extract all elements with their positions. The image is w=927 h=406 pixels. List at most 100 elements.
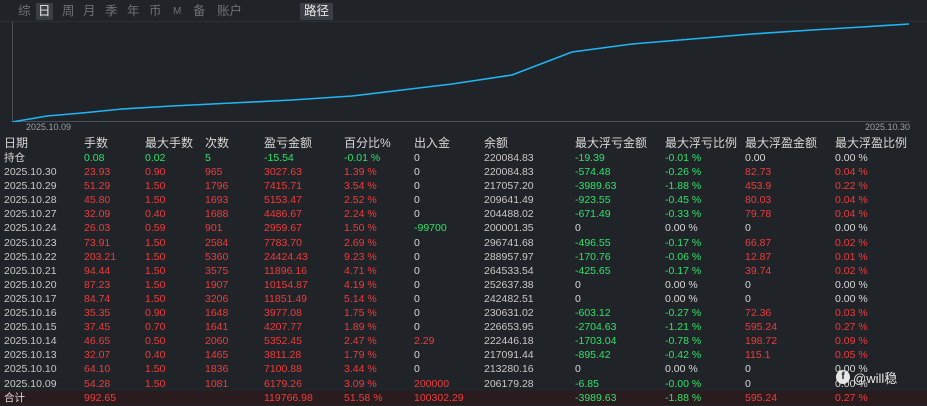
cell-io: 0 [414, 321, 420, 334]
watermark-logo-icon: f [836, 370, 850, 384]
cell-max_gain_pct: 0.00 % [835, 278, 868, 291]
cell-pnl: 11851.49 [264, 292, 308, 305]
cell-max_loss_pct: -0.27 % [665, 307, 702, 319]
cell-max_gain_pct: 0.04 % [835, 166, 868, 178]
cell-pnl: 3811.28 [264, 349, 302, 362]
cell-max_lots: 1.50 [145, 194, 166, 207]
tab-2[interactable]: 周 [62, 4, 75, 18]
cell-lots: 73.91 [84, 236, 111, 249]
total-pnl: 119766.98 [264, 392, 313, 404]
cell-max_loss: -895.42 [575, 349, 611, 362]
cell-max_lots: 1.50 [145, 278, 166, 291]
cell-max_gain: 72.36 [745, 307, 772, 319]
cell-max_lots: 1.50 [145, 292, 166, 305]
cell-max_gain: 0 [745, 292, 751, 305]
cell-max_lots: 1.50 [145, 363, 166, 376]
cell-max_gain_pct: 0.00 % [835, 222, 868, 235]
holding-pnl: -15.54 [264, 152, 294, 164]
cell-pnl: 4486.67 [264, 208, 302, 221]
total-pct: 51.58 % [344, 392, 383, 404]
cell-balance: 200001.35 [484, 222, 534, 235]
cell-pct: 4.19 % [344, 278, 377, 291]
tab-7[interactable]: M [173, 6, 182, 17]
cell-lots: 35.35 [84, 307, 111, 319]
column-header: 手数 [84, 136, 109, 150]
cell-date: 2025.10.13 [4, 349, 57, 362]
cell-count: 5360 [205, 250, 229, 263]
column-header: 次数 [205, 136, 230, 150]
cell-lots: 51.29 [84, 180, 111, 193]
cell-date: 2025.10.21 [4, 264, 57, 277]
tab-3[interactable]: 月 [83, 4, 96, 18]
column-header: 最大浮亏比例 [665, 136, 738, 150]
cell-pct: 1.75 % [344, 307, 377, 319]
tab-0[interactable]: 综 [18, 4, 31, 18]
cell-io: 0 [414, 349, 420, 362]
cell-max_gain: 79.78 [745, 208, 772, 221]
total-max_loss: -3989.63 [575, 392, 617, 404]
cell-max_loss_pct: 0.00 % [665, 363, 698, 376]
cell-max_gain: 115.1 [745, 349, 771, 362]
column-header: 盈亏金额 [264, 136, 313, 150]
cell-pnl: 24424.43 [264, 250, 308, 263]
cell-pnl: 3977.08 [264, 307, 302, 319]
cell-lots: 26.03 [84, 222, 111, 235]
watermark: f @will稳 [836, 368, 897, 386]
column-header: 最大浮盈比例 [835, 136, 908, 150]
table-row: 2025.10.22 203.21 1.50 5360 24424.43 9.23 % 0 2… [0, 250, 927, 264]
cell-max_loss_pct: -1.21 % [665, 321, 702, 334]
tab-5[interactable]: 年 [127, 4, 140, 18]
chart-axis [12, 22, 909, 122]
cell-pnl: 2959.67 [264, 222, 302, 235]
cell-pct: 2.69 % [344, 236, 377, 249]
tab-8[interactable]: 备 [193, 4, 206, 18]
tab-route[interactable]: 路径 [300, 3, 334, 20]
cell-max_loss: 0 [575, 222, 581, 235]
cell-max_gain: 0 [745, 363, 751, 376]
cell-max_lots: 0.70 [145, 321, 166, 334]
cell-count: 901 [205, 222, 223, 235]
tab-1[interactable]: 日 [36, 3, 53, 20]
cell-count: 1907 [205, 278, 229, 291]
cell-max_gain: 595.24 [745, 321, 778, 334]
cell-max_gain: 453.9 [745, 180, 772, 193]
cell-balance: 230631.02 [484, 307, 534, 319]
tab-4[interactable]: 季 [105, 4, 118, 18]
cell-max_gain_pct: 0.22 % [835, 180, 868, 193]
cell-io: 0 [414, 236, 420, 249]
cell-lots: 37.45 [84, 321, 111, 334]
cell-pct: 2.47 % [344, 335, 377, 348]
cell-io: 0 [414, 250, 420, 263]
cell-max_lots: 1.50 [145, 180, 166, 193]
cell-pct: 2.24 % [344, 208, 377, 221]
cell-date: 2025.10.09 [4, 377, 57, 390]
cell-count: 2584 [205, 236, 229, 249]
cell-pct: 1.89 % [344, 321, 377, 334]
tab-6[interactable]: 币 [149, 4, 162, 18]
cell-max_lots: 1.50 [145, 377, 166, 390]
cell-pnl: 7100.88 [264, 363, 302, 376]
cell-max_loss_pct: 0.00 % [665, 278, 698, 291]
cell-max_gain: 198.72 [745, 335, 778, 348]
table-row: 2025.10.09 54.28 1.50 1081 6179.26 3.09 % 2000… [0, 377, 927, 391]
cell-count: 2060 [205, 335, 229, 348]
column-header: 日期 [4, 136, 29, 150]
cell-max_loss: 0 [575, 292, 581, 305]
cell-max_gain: 39.74 [745, 264, 772, 277]
cell-max_lots: 0.40 [145, 208, 166, 221]
table-row: 2025.10.28 45.80 1.50 1693 5153.47 2.52 % 0 209… [0, 193, 927, 207]
cell-lots: 54.28 [84, 377, 111, 390]
tab-9[interactable]: 账户 [217, 4, 243, 18]
divider [0, 21, 927, 22]
cell-balance: 252637.38 [484, 278, 534, 291]
cell-count: 1641 [205, 321, 229, 334]
total-max_gain: 595.24 [745, 392, 778, 404]
total-row: 合计 992.65 119766.98 51.58 % 100302.29 -3989.6… [0, 391, 927, 405]
cell-max_loss: -671.49 [575, 208, 611, 221]
cell-max_loss: 0 [575, 278, 581, 291]
cell-max_lots: 0.50 [145, 335, 166, 348]
cell-pnl: 7415.71 [264, 180, 302, 193]
holding-max_gain: 0.00 [745, 152, 766, 164]
cell-max_loss: -496.55 [575, 236, 611, 249]
cell-lots: 64.10 [84, 363, 111, 376]
